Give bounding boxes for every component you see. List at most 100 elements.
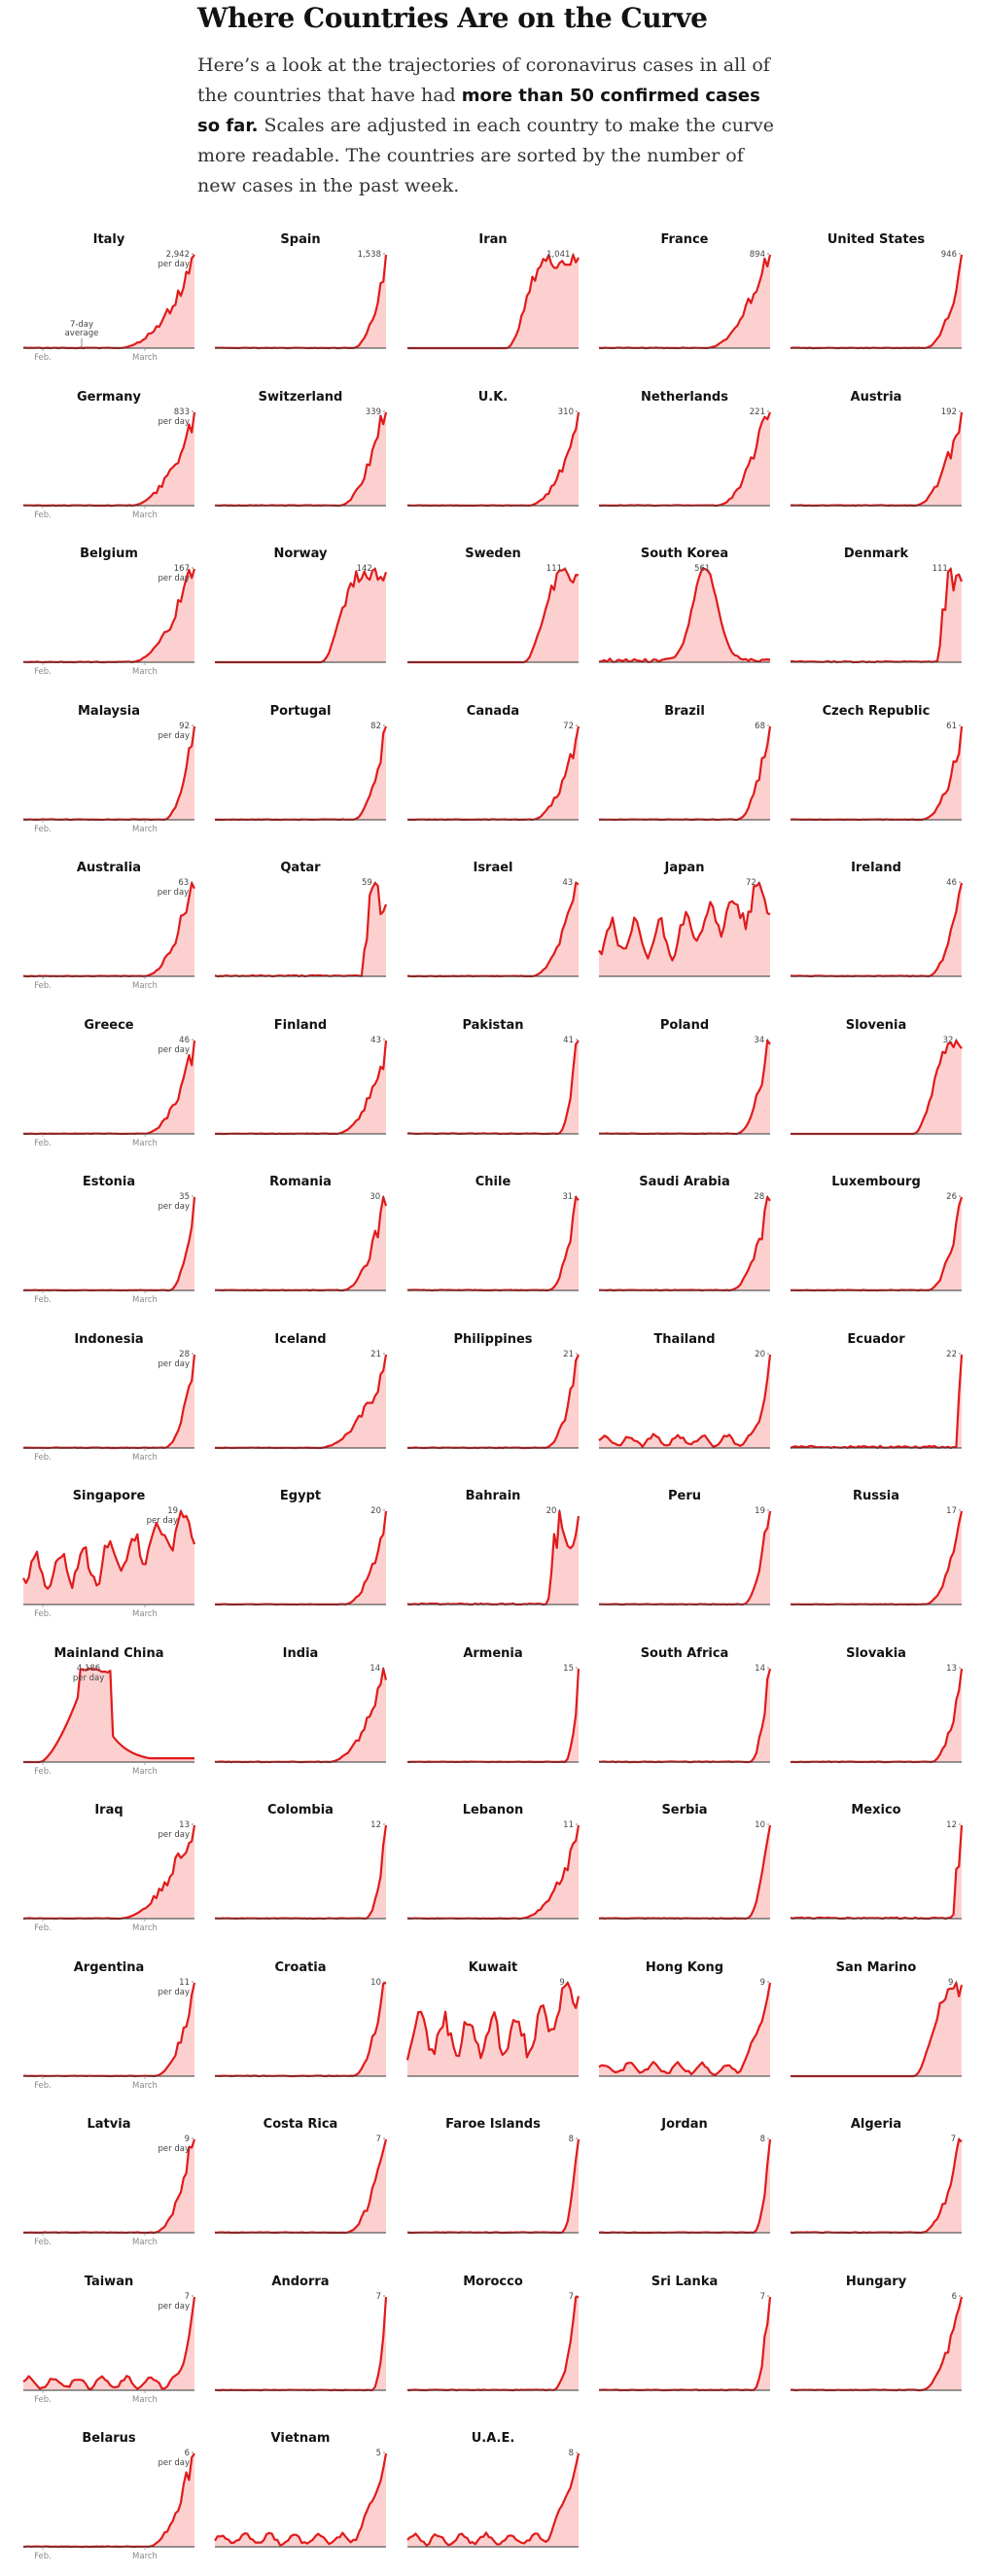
country-name: Qatar — [280, 861, 321, 875]
country-chart-poland: Poland 34 — [598, 1018, 771, 1135]
peak-value-label: 310 — [558, 407, 574, 417]
area-fill — [23, 1354, 194, 1448]
area-fill — [407, 2139, 579, 2233]
peak-value-label: 82 — [370, 722, 381, 731]
country-name: Hong Kong — [646, 1960, 723, 1975]
peak-value-label: 221 — [750, 407, 765, 417]
area-fill — [23, 569, 194, 662]
peak-value-label: 72 — [563, 722, 574, 731]
country-name: Pakistan — [462, 1018, 523, 1033]
peak-value-label: 142 — [357, 564, 372, 574]
peak-value-label: 9 — [948, 1978, 953, 1988]
country-chart-mexico: Mexico 12 — [790, 1803, 964, 1921]
peak-value-label: 31 — [562, 1192, 573, 1202]
country-chart-hungary: Hungary 6 — [790, 2275, 964, 2391]
x-tick-march: March — [132, 1923, 158, 1933]
area-fill — [599, 1825, 770, 1919]
country-chart-peru: Peru 19 — [599, 1489, 772, 1606]
x-tick-march: March — [132, 2238, 158, 2247]
peak-value-label: 15 — [563, 1664, 574, 1674]
peak-value-label: 9 — [185, 2135, 190, 2144]
series-line — [598, 567, 771, 663]
series-line — [215, 1510, 388, 1606]
country-name: Malaysia — [78, 704, 140, 719]
peak-value-label: 5 — [376, 2449, 381, 2458]
x-tick-march: March — [132, 1295, 158, 1305]
country-name: U.A.E. — [472, 2431, 515, 2446]
area-fill — [599, 1354, 770, 1448]
x-tick-march: March — [132, 1139, 158, 1148]
x-tick-march: March — [132, 1609, 158, 1619]
country-name: U.K. — [478, 390, 509, 405]
peak-value-label: 19 — [167, 1506, 178, 1516]
country-name: France — [660, 232, 708, 247]
area-fill — [23, 1511, 194, 1605]
country-name: Netherlands — [641, 390, 728, 405]
country-name: Slovakia — [846, 1646, 906, 1661]
area-fill — [599, 1982, 770, 2076]
country-chart-finland: Finland 43 — [214, 1018, 388, 1135]
x-tick-march: March — [132, 511, 158, 520]
area-fill — [599, 2139, 770, 2233]
peak-value-label: 43 — [370, 1036, 381, 1045]
country-name: Switzerland — [259, 390, 343, 405]
peak-value-label: 35 — [179, 1192, 190, 1202]
series-line — [22, 2296, 196, 2390]
avg-annotation-top: 7-day — [70, 320, 93, 330]
series-line — [22, 1509, 196, 1590]
area-fill — [23, 1982, 194, 2076]
peak-value-label: 19 — [755, 1506, 765, 1516]
area-fill — [791, 1040, 962, 1134]
peak-value-label: 21 — [370, 1350, 381, 1359]
area-fill — [791, 1982, 962, 2076]
area-fill — [407, 1040, 579, 1134]
series-line — [790, 1824, 964, 1921]
country-chart-serbia: Serbia 10 — [598, 1803, 772, 1921]
series-line — [598, 1824, 772, 1921]
country-name: Taiwan — [85, 2275, 133, 2289]
peak-value-label: 28 — [179, 1350, 190, 1359]
area-fill — [23, 2296, 194, 2390]
area-fill — [215, 569, 386, 662]
per-day-label: per day — [158, 260, 190, 269]
country-name: Latvia — [88, 2117, 131, 2132]
country-name: Belarus — [82, 2431, 136, 2446]
country-name: Armenia — [463, 1646, 522, 1661]
country-chart-armenia: Armenia 15 — [406, 1646, 580, 1763]
country-name: Italy — [93, 232, 125, 247]
country-name: South Korea — [641, 547, 728, 561]
area-fill — [215, 1825, 386, 1919]
country-chart-switzerland: Switzerland 339 — [214, 390, 388, 507]
x-tick-feb: Feb. — [34, 1609, 52, 1619]
country-name: Israel — [473, 861, 512, 875]
area-fill — [407, 569, 579, 662]
series-line — [214, 2138, 388, 2235]
country-name: Brazil — [664, 704, 705, 719]
area-fill — [407, 2453, 579, 2547]
country-name: Sweden — [465, 547, 521, 561]
country-chart-portugal: Portugal 82 — [215, 704, 388, 821]
x-tick-march: March — [132, 1453, 158, 1463]
country-name: Japan — [664, 861, 705, 875]
area-fill — [599, 1197, 770, 1290]
country-chart-south-korea: South Korea 561 — [598, 547, 771, 663]
series-line — [407, 1195, 580, 1292]
peak-value-label: 13 — [179, 1820, 190, 1830]
area-fill — [407, 1825, 579, 1919]
series-line — [790, 254, 964, 350]
area-fill — [599, 1668, 770, 1762]
area-fill — [215, 2453, 386, 2547]
area-fill — [407, 883, 579, 976]
peak-value-label: 28 — [754, 1192, 764, 1202]
peak-value-label: 946 — [941, 250, 957, 260]
peak-value-label: 61 — [946, 722, 957, 731]
country-name: Iceland — [274, 1332, 326, 1347]
area-fill — [791, 1511, 962, 1605]
x-tick-feb: Feb. — [34, 511, 52, 520]
country-name: Faroe Islands — [445, 2117, 541, 2132]
per-day-label: per day — [158, 2302, 190, 2311]
